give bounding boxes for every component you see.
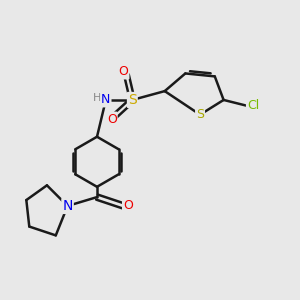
Text: S: S — [128, 93, 137, 107]
Text: H: H — [93, 93, 101, 103]
Text: N: N — [101, 93, 110, 106]
Text: O: O — [118, 65, 128, 79]
Text: N: N — [62, 199, 73, 213]
Text: S: S — [196, 108, 204, 121]
Text: O: O — [123, 200, 133, 212]
Text: Cl: Cl — [247, 99, 259, 112]
Text: O: O — [107, 112, 117, 126]
